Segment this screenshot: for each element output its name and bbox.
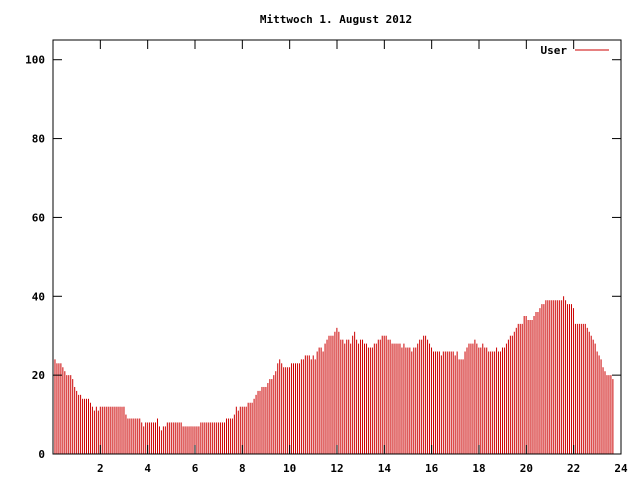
x-tick-label: 2 bbox=[97, 462, 104, 475]
chart-title: Mittwoch 1. August 2012 bbox=[260, 13, 412, 26]
x-tick-label: 12 bbox=[330, 462, 343, 475]
x-tick-label: 10 bbox=[283, 462, 296, 475]
x-tick-label: 4 bbox=[144, 462, 151, 475]
x-tick-label: 22 bbox=[567, 462, 580, 475]
plot-frame bbox=[52, 39, 622, 455]
y-tick-label: 0 bbox=[38, 448, 45, 461]
x-tick-label: 20 bbox=[520, 462, 533, 475]
y-tick-label: 100 bbox=[25, 54, 45, 67]
x-tick-label: 14 bbox=[378, 462, 392, 475]
x-tick-label: 16 bbox=[425, 462, 439, 475]
y-tick-label: 60 bbox=[32, 211, 45, 224]
x-tick-label: 8 bbox=[239, 462, 246, 475]
legend-label: User bbox=[541, 44, 568, 57]
x-tick-label: 18 bbox=[472, 462, 485, 475]
y-tick-label: 20 bbox=[32, 369, 45, 382]
x-axis: 2 4 6 8 10 12 14 16 18 20 22 24 bbox=[97, 40, 628, 475]
y-tick-label: 80 bbox=[32, 133, 45, 146]
x-tick-label: 6 bbox=[192, 462, 199, 475]
y-axis: 0 20 40 60 80 100 bbox=[25, 54, 621, 461]
bars-group bbox=[52, 296, 614, 454]
y-tick-label: 40 bbox=[32, 290, 45, 303]
legend: User bbox=[541, 44, 609, 57]
x-tick-label: 24 bbox=[614, 462, 628, 475]
